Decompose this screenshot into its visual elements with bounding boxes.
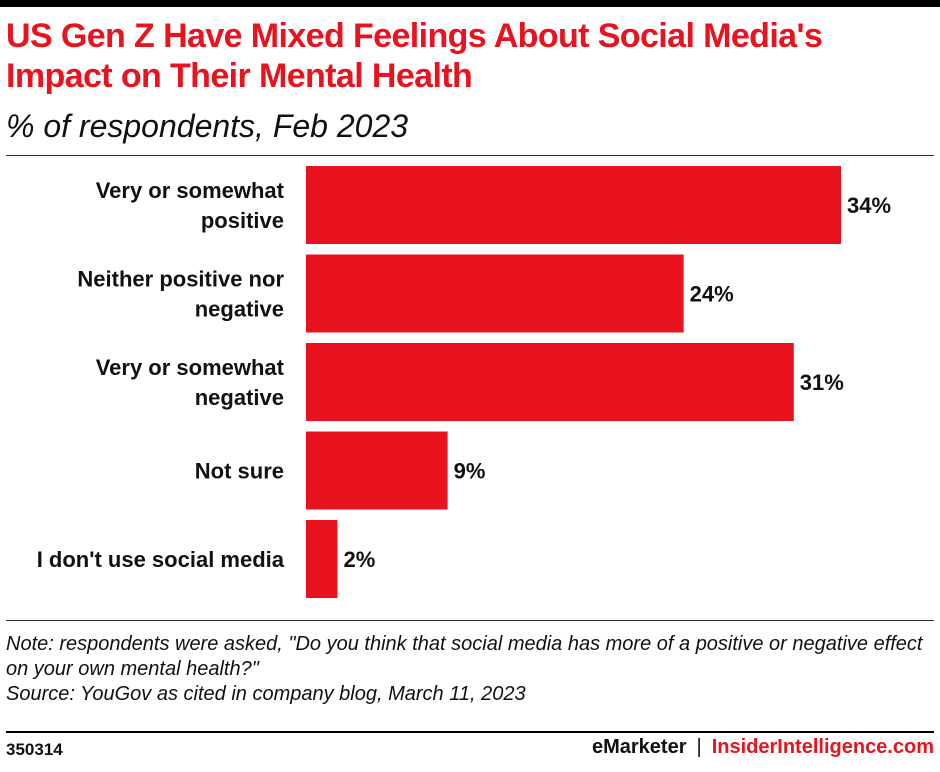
value-label-2: 31%: [800, 370, 844, 395]
bar-chart: 34% Very or somewhat positive 24% Neither po…: [37, 166, 891, 598]
brand-insider-intelligence: InsiderIntelligence.com: [711, 736, 934, 758]
source-text: Source: YouGov as cited in company blog,…: [6, 683, 526, 705]
category-label-line: Not sure: [195, 459, 284, 484]
footer-divider: [6, 731, 934, 733]
chart-title: US Gen Z Have Mixed Feelings About Socia…: [6, 17, 823, 95]
value-label-3: 9%: [454, 459, 486, 484]
bar-3: [306, 431, 448, 510]
category-label-line: Very or somewhat: [96, 178, 285, 203]
footer-brand: eMarketer | InsiderIntelligence.com: [592, 736, 934, 759]
value-label-4: 2%: [343, 547, 375, 572]
category-label-3: Not sure: [195, 459, 284, 484]
bar-1: [306, 254, 684, 333]
top-rule: [0, 0, 940, 7]
category-label-1: Neither positive nor negative: [77, 267, 284, 322]
value-label-0: 34%: [847, 193, 891, 218]
chart-id: 350314: [6, 740, 63, 759]
category-label-line: Neither positive nor: [77, 267, 284, 292]
notes-divider: [6, 620, 934, 621]
category-label-line: positive: [201, 208, 284, 233]
note-text: Note: respondents were asked, "Do you th…: [6, 633, 923, 680]
category-label-line: Very or somewhat: [96, 355, 285, 380]
category-label-line: negative: [195, 297, 284, 322]
category-label-line: I don't use social media: [37, 547, 285, 572]
brand-separator: |: [696, 736, 702, 758]
category-label-line: negative: [195, 385, 284, 410]
category-label-4: I don't use social media: [37, 547, 285, 572]
chart-subtitle: % of respondents, Feb 2023: [6, 108, 409, 144]
bar-2: [306, 343, 794, 421]
bar-0: [306, 166, 841, 244]
category-label-0: Very or somewhat positive: [96, 178, 285, 233]
brand-emarketer: eMarketer: [591, 736, 687, 758]
category-label-2: Very or somewhat negative: [96, 355, 285, 410]
value-label-1: 24%: [690, 282, 734, 307]
bar-4: [306, 520, 338, 598]
notes-block: Note: respondents were asked, "Do you th…: [6, 632, 934, 707]
header-divider: [6, 155, 934, 156]
